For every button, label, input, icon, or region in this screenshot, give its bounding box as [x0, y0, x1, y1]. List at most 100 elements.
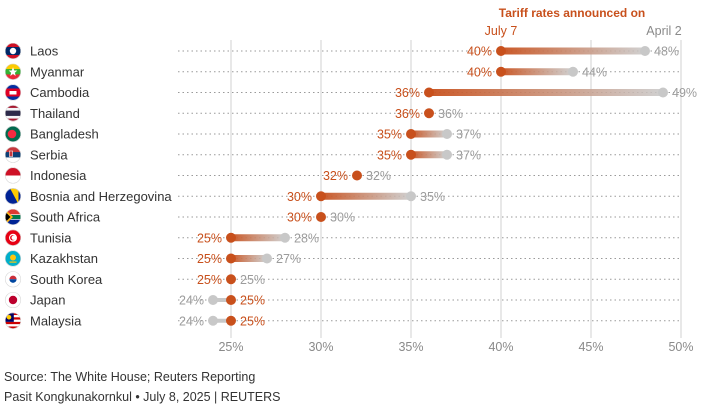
april-2-dot [568, 66, 578, 77]
country-label: Malaysia [30, 313, 82, 328]
country-label: South Africa [30, 210, 101, 225]
laos-flag [4, 42, 22, 60]
april-2-value-label: 32% [366, 169, 391, 183]
april-2-dot [640, 46, 650, 56]
july-7-dot [226, 315, 236, 326]
country-label: Bosnia and Herzegovina [30, 189, 172, 204]
x-tick-label: 50% [668, 340, 693, 354]
cambodia-flag [4, 84, 22, 101]
row-myanmar: Myanmar 40% 44% [4, 63, 607, 80]
series-label-april-2: April 2 [646, 24, 681, 38]
kazakhstan-flag [4, 250, 22, 267]
row-south-africa: South Africa 30% 30% [4, 208, 355, 226]
change-bar [501, 68, 573, 76]
july-7-value-label: 25% [197, 231, 222, 245]
indonesia-flag [4, 167, 22, 184]
x-tick-label: 35% [398, 340, 423, 354]
row-malaysia: Malaysia 25% 24% [4, 312, 265, 329]
july-7-dot [424, 87, 434, 98]
april-2-value-label: 27% [276, 252, 301, 266]
april-2-dot [442, 149, 452, 160]
malaysia-flag [4, 312, 22, 329]
july-7-dot [316, 212, 326, 222]
july-7-value-label: 40% [467, 45, 492, 59]
country-label: South Korea [30, 272, 103, 287]
chart-header: Tariff rates announced on July 7 April 2 [485, 6, 682, 38]
series-label-july-7: July 7 [485, 24, 518, 38]
change-bar [321, 192, 411, 200]
country-label: Cambodia [30, 85, 90, 100]
july-7-value-label: 30% [287, 211, 312, 225]
country-label: Serbia [30, 147, 68, 162]
july-7-value-label: 36% [395, 86, 420, 100]
july-7-dot [424, 108, 434, 119]
south-korea-flag [4, 271, 22, 288]
april-2-dot [208, 295, 218, 305]
row-bangladesh: Bangladesh 35% 37% [4, 125, 481, 143]
april-2-value-label: 25% [240, 273, 265, 287]
change-bar [411, 130, 447, 138]
july-7-value-label: 35% [377, 148, 402, 162]
south-africa-flag [4, 208, 22, 226]
july-7-dot [352, 170, 362, 181]
japan-flag [4, 291, 22, 309]
country-label: Thailand [30, 106, 80, 121]
x-axis-ticks: 25% 30% 35% 40% 45% 50% [218, 340, 693, 354]
bangladesh-flag [4, 125, 22, 143]
row-cambodia: Cambodia 36% 49% [4, 84, 697, 101]
x-tick-label: 30% [308, 340, 333, 354]
x-tick-label: 25% [218, 340, 243, 354]
april-2-dot [262, 253, 272, 264]
row-serbia: Serbia 35% 37% [4, 146, 481, 163]
row-japan: Japan 25% 24% [4, 291, 265, 309]
april-2-value-label: 24% [179, 314, 204, 328]
july-7-value-label: 32% [323, 169, 348, 183]
source-note: Source: The White House; Reuters Reporti… [4, 370, 256, 384]
country-label: Laos [30, 44, 59, 59]
july-7-dot [226, 253, 236, 264]
july-7-dot [406, 129, 416, 139]
april-2-dot [406, 191, 416, 202]
july-7-dot [496, 46, 506, 56]
april-2-dot [658, 87, 668, 98]
country-label: Bangladesh [30, 127, 99, 142]
april-2-value-label: 35% [420, 190, 445, 204]
row-thailand: Thailand 36% 36% [4, 105, 463, 122]
july-7-value-label: 25% [197, 252, 222, 266]
row-bosnia-and-herzegovina: Bosnia and Herzegovina 30% 35% [4, 188, 445, 205]
row-laos: Laos 40% 48% [4, 42, 679, 60]
july-7-dot [226, 232, 236, 243]
row-kazakhstan: Kazakhstan 25% 27% [4, 250, 301, 267]
july-7-value-label: 36% [395, 107, 420, 121]
myanmar-flag [4, 63, 22, 80]
april-2-dot [280, 232, 290, 243]
change-bar [429, 89, 663, 96]
x-tick-label: 40% [488, 340, 513, 354]
x-tick-label: 45% [578, 340, 603, 354]
july-7-value-label: 40% [467, 65, 492, 79]
july-7-dot [406, 149, 416, 160]
country-label: Indonesia [30, 168, 87, 183]
april-2-value-label: 24% [179, 294, 204, 308]
july-7-dot [316, 191, 326, 202]
april-2-dot [208, 315, 218, 326]
thailand-flag [4, 105, 22, 122]
row-south-korea: South Korea 25% 25% [4, 271, 265, 288]
april-2-value-label: 37% [456, 148, 481, 162]
july-7-value-label: 35% [377, 128, 402, 142]
country-rows: Laos 40% 48% Myanmar 40% 44% Cambodia 36% 49% Tha… [4, 42, 697, 329]
country-label: Kazakhstan [30, 251, 98, 266]
change-bar [501, 47, 645, 55]
change-bar [411, 151, 447, 159]
country-label: Myanmar [30, 64, 85, 79]
july-7-value-label: 25% [240, 294, 265, 308]
april-2-value-label: 28% [294, 231, 319, 245]
serbia-flag [4, 146, 22, 163]
july-7-value-label: 30% [287, 190, 312, 204]
credit-line: Pasit Kongkunakornkul • July 8, 2025 | R… [4, 390, 281, 404]
april-2-value-label: 37% [456, 128, 481, 142]
country-label: Tunisia [30, 230, 72, 245]
july-7-value-label: 25% [197, 273, 222, 287]
row-indonesia: Indonesia 32% 32% [4, 167, 391, 184]
chart-title: Tariff rates announced on [499, 6, 645, 20]
